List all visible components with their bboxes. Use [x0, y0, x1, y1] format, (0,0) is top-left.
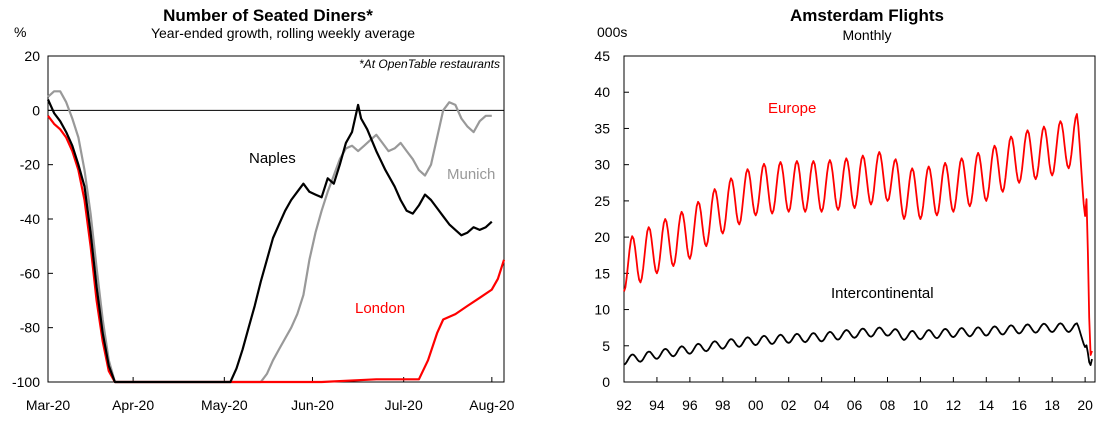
right-x-tick-label: 04: [814, 397, 830, 413]
right-plot-frame: [623, 55, 1096, 383]
right-x-tick-label: 96: [682, 397, 698, 413]
left-y-tick-label: -60: [20, 265, 40, 281]
right-y-tick-label: 40: [594, 84, 610, 100]
right-y-tick-label: 10: [594, 302, 610, 318]
series-label-europe: Europe: [768, 100, 816, 117]
right-chart: Amsterdam Flights Monthly 000s 45 40 35 30 2…: [594, 6, 1096, 413]
left-x-tick-label: Jul-20: [385, 397, 423, 413]
left-x-tick-label: Aug-20: [469, 397, 514, 413]
series-label-naples: Naples: [249, 150, 296, 167]
left-y-axis-unit: %: [14, 24, 26, 40]
left-y-tick-label: 20: [24, 48, 40, 64]
left-chart-title: Number of Seated Diners*: [163, 6, 373, 25]
series-line-intercontinental: [623, 322, 1093, 366]
right-x-tick-label: 94: [649, 397, 665, 413]
series-line-munich: [47, 90, 492, 384]
right-x-tick-label: 08: [880, 397, 896, 413]
right-y-tick-label: 25: [594, 193, 610, 209]
series-line-naples: [46, 99, 493, 384]
right-x-tick-label: 20: [1077, 397, 1093, 413]
right-y-tick-label: 30: [594, 157, 610, 173]
right-x-tick-label: 92: [616, 397, 632, 413]
right-y-tick-label: 0: [602, 374, 610, 390]
right-y-tick-label: 5: [602, 338, 610, 354]
left-chart: Number of Seated Diners* Year-ended grow…: [12, 6, 515, 413]
left-x-tick-label: Apr-20: [112, 397, 154, 413]
right-x-tick-label: 02: [781, 397, 797, 413]
right-y-tick-label: 35: [594, 120, 610, 136]
series-label-london: London: [355, 300, 405, 317]
right-x-tick-label: 10: [913, 397, 929, 413]
right-y-tick-label: 20: [594, 229, 610, 245]
right-x-tick-label: 98: [715, 397, 731, 413]
left-y-tick-label: -40: [20, 211, 40, 227]
right-x-tick-label: 12: [946, 397, 962, 413]
right-y-tick-label: 45: [594, 48, 610, 64]
right-chart-subtitle: Monthly: [842, 27, 891, 43]
left-plot-frame: [47, 55, 505, 383]
left-y-tick-label: 0: [32, 102, 40, 118]
right-x-tick-label: 06: [847, 397, 863, 413]
right-y-tick-label: 15: [594, 265, 610, 281]
series-line-europe: [623, 113, 1093, 356]
right-x-tick-label: 18: [1044, 397, 1060, 413]
right-x-tick-label: 16: [1011, 397, 1027, 413]
left-series-group: [46, 90, 506, 384]
left-x-tick-label: May-20: [201, 397, 248, 413]
right-y-ticks: 45 40 35 30 25 20 15 10 5 0: [594, 48, 629, 390]
left-chart-subtitle: Year-ended growth, rolling weekly averag…: [151, 25, 415, 41]
right-x-tick-label: 14: [979, 397, 995, 413]
left-y-tick-label: -20: [20, 157, 40, 173]
right-series-group: [623, 113, 1093, 366]
right-chart-title: Amsterdam Flights: [790, 6, 944, 25]
left-y-tick-label: -80: [20, 320, 40, 336]
left-x-tick-label: Mar-20: [26, 397, 71, 413]
right-x-ticks: 92 94 96 98 00 02 04 06 08 10 12 14 16 18 20: [616, 377, 1093, 413]
left-y-ticks: 20 0 -20 -40 -60 -80 -100: [12, 48, 53, 390]
left-x-tick-label: Jun-20: [291, 397, 334, 413]
series-label-intercontinental: Intercontinental: [831, 285, 934, 302]
series-label-munich: Munich: [447, 166, 495, 183]
right-y-axis-unit: 000s: [597, 24, 627, 40]
left-y-tick-label: -100: [12, 374, 40, 390]
right-x-tick-label: 00: [748, 397, 764, 413]
left-chart-footnote: *At OpenTable restaurants: [359, 57, 500, 71]
left-x-ticks: Mar-20 Apr-20 May-20 Jun-20 Jul-20 Aug-20: [26, 377, 515, 413]
